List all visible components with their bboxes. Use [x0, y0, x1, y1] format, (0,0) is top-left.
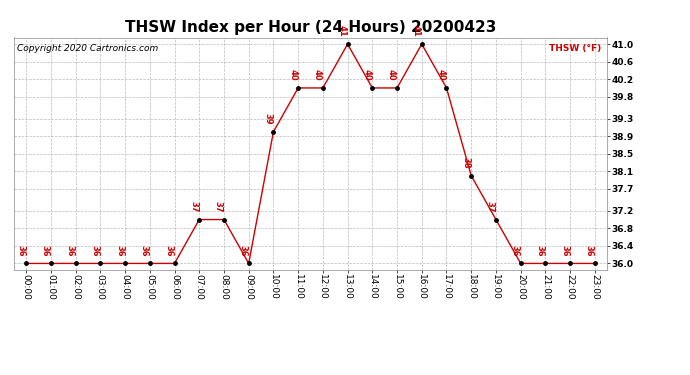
Text: Copyright 2020 Cartronics.com: Copyright 2020 Cartronics.com: [17, 45, 158, 54]
Text: 36: 36: [560, 245, 569, 256]
Text: 36: 36: [535, 245, 544, 256]
Text: 36: 36: [239, 245, 248, 256]
Text: 36: 36: [115, 245, 124, 256]
Text: 37: 37: [214, 201, 223, 213]
Text: 40: 40: [437, 69, 446, 81]
Text: 36: 36: [90, 245, 99, 256]
Text: 41: 41: [412, 26, 421, 37]
Text: 37: 37: [189, 201, 198, 213]
Text: 36: 36: [585, 245, 594, 256]
Text: 40: 40: [362, 69, 371, 81]
Text: 41: 41: [337, 26, 346, 37]
Text: 36: 36: [140, 245, 149, 256]
Text: 36: 36: [511, 245, 520, 256]
Text: 40: 40: [313, 69, 322, 81]
Text: THSW (°F): THSW (°F): [549, 45, 601, 54]
Text: 37: 37: [486, 201, 495, 213]
Text: 39: 39: [264, 113, 273, 125]
Text: 38: 38: [461, 157, 470, 169]
Text: 36: 36: [66, 245, 75, 256]
Text: 40: 40: [387, 69, 396, 81]
Text: 36: 36: [16, 245, 25, 256]
Text: 36: 36: [164, 245, 173, 256]
Text: 36: 36: [41, 245, 50, 256]
Text: 40: 40: [288, 69, 297, 81]
Title: THSW Index per Hour (24 Hours) 20200423: THSW Index per Hour (24 Hours) 20200423: [125, 20, 496, 35]
